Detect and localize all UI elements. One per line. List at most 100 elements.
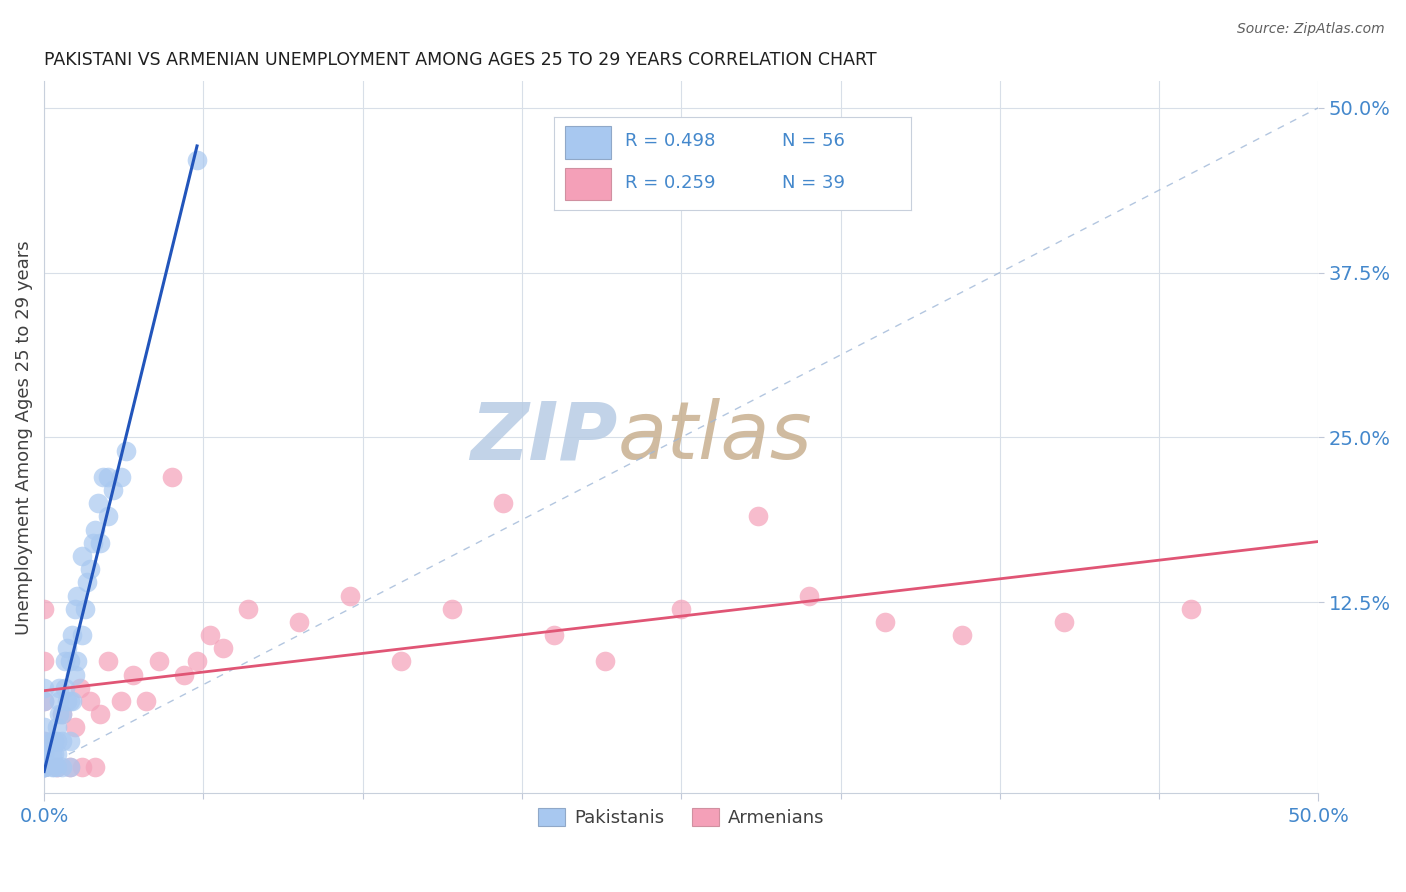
- Point: [44, 733, 66, 747]
- Point: [44, 747, 66, 761]
- Point: [56, 641, 79, 656]
- Point: [32, 694, 55, 708]
- Point: [236, 601, 259, 615]
- Point: [84, 523, 107, 537]
- Point: [89, 707, 111, 722]
- Point: [45, 720, 67, 734]
- Point: [32, 694, 55, 708]
- Point: [339, 589, 361, 603]
- Point: [51, 707, 73, 722]
- Point: [160, 470, 183, 484]
- Point: [32, 681, 55, 695]
- Point: [211, 641, 233, 656]
- Point: [32, 760, 55, 774]
- Point: [32, 760, 55, 774]
- Text: Source: ZipAtlas.com: Source: ZipAtlas.com: [1237, 22, 1385, 37]
- Point: [59, 655, 82, 669]
- Point: [60, 694, 83, 708]
- Point: [671, 601, 693, 615]
- Point: [440, 601, 463, 615]
- Point: [59, 760, 82, 774]
- Point: [41, 733, 63, 747]
- Point: [53, 655, 76, 669]
- Point: [91, 470, 114, 484]
- Point: [41, 760, 63, 774]
- Point: [79, 562, 101, 576]
- Point: [69, 681, 91, 695]
- Point: [747, 509, 769, 524]
- Point: [32, 747, 55, 761]
- Point: [122, 667, 145, 681]
- Point: [84, 760, 107, 774]
- Point: [56, 694, 79, 708]
- Point: [97, 470, 120, 484]
- Point: [72, 549, 94, 563]
- Y-axis label: Unemployment Among Ages 25 to 29 years: Unemployment Among Ages 25 to 29 years: [15, 240, 32, 635]
- Point: [114, 443, 136, 458]
- Point: [288, 615, 311, 629]
- Point: [59, 760, 82, 774]
- Point: [186, 153, 208, 168]
- Point: [148, 655, 170, 669]
- Point: [1180, 601, 1202, 615]
- Point: [48, 694, 70, 708]
- Point: [89, 536, 111, 550]
- Point: [110, 694, 132, 708]
- Point: [60, 628, 83, 642]
- Point: [593, 655, 616, 669]
- Legend: Pakistanis, Armenians: Pakistanis, Armenians: [531, 800, 831, 834]
- Point: [797, 589, 820, 603]
- Point: [97, 509, 120, 524]
- Point: [51, 733, 73, 747]
- Point: [32, 655, 55, 669]
- Point: [32, 760, 55, 774]
- Point: [66, 589, 89, 603]
- Point: [32, 601, 55, 615]
- Point: [45, 760, 67, 774]
- Point: [1052, 615, 1074, 629]
- Point: [48, 681, 70, 695]
- Point: [76, 575, 98, 590]
- Point: [63, 720, 86, 734]
- Text: atlas: atlas: [617, 399, 813, 476]
- Point: [59, 733, 82, 747]
- Point: [32, 733, 55, 747]
- Point: [101, 483, 124, 497]
- Point: [32, 760, 55, 774]
- Point: [45, 760, 67, 774]
- Point: [72, 628, 94, 642]
- Point: [73, 601, 96, 615]
- Point: [53, 681, 76, 695]
- Point: [72, 760, 94, 774]
- Point: [45, 733, 67, 747]
- Point: [32, 747, 55, 761]
- Point: [59, 694, 82, 708]
- Text: ZIP: ZIP: [470, 399, 617, 476]
- Point: [82, 536, 104, 550]
- Point: [86, 496, 108, 510]
- Point: [198, 628, 221, 642]
- Text: PAKISTANI VS ARMENIAN UNEMPLOYMENT AMONG AGES 25 TO 29 YEARS CORRELATION CHART: PAKISTANI VS ARMENIAN UNEMPLOYMENT AMONG…: [44, 51, 877, 69]
- Point: [63, 667, 86, 681]
- Point: [543, 628, 565, 642]
- Point: [492, 496, 515, 510]
- Point: [51, 760, 73, 774]
- Point: [79, 694, 101, 708]
- Point: [32, 760, 55, 774]
- Point: [32, 720, 55, 734]
- Point: [97, 655, 120, 669]
- Point: [875, 615, 897, 629]
- Point: [389, 655, 412, 669]
- Point: [41, 747, 63, 761]
- Point: [110, 470, 132, 484]
- Point: [66, 655, 89, 669]
- Point: [63, 601, 86, 615]
- Point: [950, 628, 973, 642]
- Point: [32, 733, 55, 747]
- Point: [48, 707, 70, 722]
- Point: [173, 667, 195, 681]
- Point: [45, 747, 67, 761]
- Point: [135, 694, 157, 708]
- Point: [51, 707, 73, 722]
- Point: [44, 760, 66, 774]
